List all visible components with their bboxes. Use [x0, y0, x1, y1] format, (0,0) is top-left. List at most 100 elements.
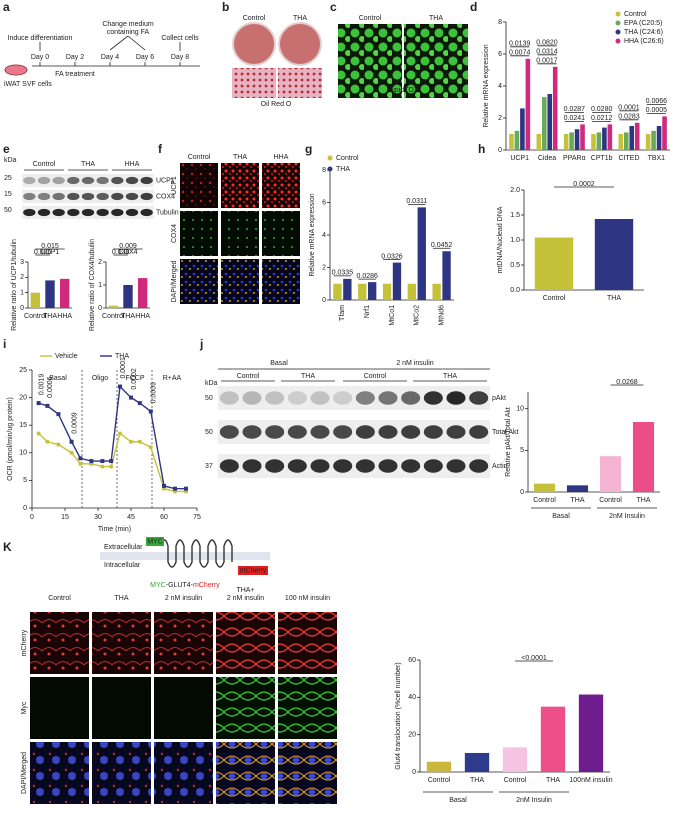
x-tick-label: 45	[127, 514, 135, 521]
step-label: FA treatment	[55, 71, 95, 78]
panel-letter: i	[3, 337, 6, 351]
micro-image	[30, 742, 89, 804]
micro-image	[216, 742, 275, 804]
blot-band	[310, 391, 330, 405]
micro-image	[262, 163, 300, 208]
x-tick-label: CPT1b	[591, 155, 613, 162]
blot-band	[81, 192, 95, 201]
annotation: 0.0006	[47, 376, 54, 398]
y-axis-label: Relative mRNA expression	[309, 193, 316, 276]
y-axis-label: mtDNA/Nuclead DNA	[497, 206, 504, 273]
legend-label: Control	[624, 11, 647, 18]
y-axis-label: Relative ratio of COX4/tubulin	[89, 239, 96, 331]
well-image	[278, 22, 322, 66]
x-axis-label: Time (min)	[98, 526, 131, 533]
y-tick-label: 6	[322, 199, 326, 206]
bar	[634, 122, 640, 150]
blot-band	[52, 176, 65, 185]
step-label: containing FA	[107, 29, 150, 36]
legend-label: THA (C24:6)	[624, 29, 663, 36]
bar	[580, 124, 585, 150]
line	[38, 385, 186, 490]
x-tick-label: 30	[94, 514, 102, 521]
marker	[36, 401, 41, 406]
micro-image	[154, 742, 213, 804]
y-tick-label: 15	[19, 422, 27, 429]
x-tick-label: Cidea	[538, 155, 556, 162]
blot-band	[37, 192, 51, 201]
y-tick-label: 0	[322, 297, 326, 304]
bar	[358, 283, 367, 300]
bar	[623, 132, 629, 150]
legend-label: EPA (C20:5)	[624, 20, 662, 27]
marker	[45, 439, 50, 444]
blot-band	[219, 459, 239, 473]
micro-image	[338, 24, 402, 98]
bar	[656, 126, 662, 150]
bar	[520, 108, 525, 150]
marker	[56, 442, 61, 447]
micro-image	[262, 259, 300, 304]
y-tick-label: 0	[520, 489, 524, 496]
legend-swatch	[615, 29, 621, 35]
condition-label: Basal	[270, 360, 288, 367]
bar	[547, 94, 553, 150]
group-label: Control	[237, 373, 260, 380]
blot-band	[401, 391, 421, 405]
row-label: COX4	[171, 224, 178, 243]
annotation: 0.0019	[38, 374, 45, 396]
panel-letter: h	[478, 142, 485, 156]
bar	[566, 485, 589, 492]
blot-band	[378, 459, 398, 473]
annotation: 0.0268	[616, 379, 638, 386]
blot-band	[96, 208, 109, 217]
blot-band	[355, 425, 375, 439]
blot-band	[219, 425, 239, 439]
bar	[599, 456, 622, 492]
y-tick-label: 0	[498, 147, 502, 154]
bar	[464, 752, 490, 772]
blot-band	[401, 425, 421, 439]
bar	[578, 694, 604, 772]
blot-band	[242, 391, 262, 405]
myc-tag	[146, 537, 164, 546]
marker	[78, 461, 83, 466]
bar	[417, 207, 426, 300]
y-tick-label: 25	[19, 367, 27, 374]
bar	[569, 132, 574, 150]
panel-letter: b	[222, 0, 229, 14]
blot-band	[423, 425, 443, 439]
annotation: 0.0009	[71, 412, 78, 434]
diagram-label: Intracellular	[104, 562, 141, 569]
annotation: 0.0066	[646, 98, 668, 105]
annotation: 0.0287	[564, 106, 586, 113]
bar	[645, 134, 651, 150]
bar	[594, 219, 634, 290]
panel-letter: K	[3, 540, 12, 554]
mcherry-tag	[238, 566, 268, 575]
y-tick-label: 10	[19, 450, 27, 457]
annotation: 0.0002	[131, 368, 138, 390]
step-label: Change medium	[102, 21, 154, 28]
micro-image	[92, 612, 151, 674]
y-tick-label: 5	[520, 447, 524, 454]
column-label: THA+	[236, 587, 254, 594]
x-tick-label: 60	[160, 514, 168, 521]
y-axis-label: Relative mRNA expression	[483, 44, 490, 127]
marker	[137, 439, 142, 444]
group-label: Basal	[552, 513, 570, 520]
blot-band	[111, 192, 124, 201]
band-label: COX4	[156, 193, 175, 200]
annotation: 0.015	[41, 243, 59, 250]
blot-band	[265, 459, 285, 473]
bar	[536, 134, 542, 150]
legend-swatch	[327, 155, 333, 161]
micro-image	[221, 259, 259, 304]
group-label: HHA	[125, 161, 140, 168]
chart-title: COX4	[118, 249, 137, 256]
marker-label: 37	[205, 463, 213, 470]
blot-band	[287, 425, 307, 439]
x-tick-label: TBX1	[648, 155, 666, 162]
marker	[184, 486, 188, 491]
blot-band	[67, 176, 80, 185]
